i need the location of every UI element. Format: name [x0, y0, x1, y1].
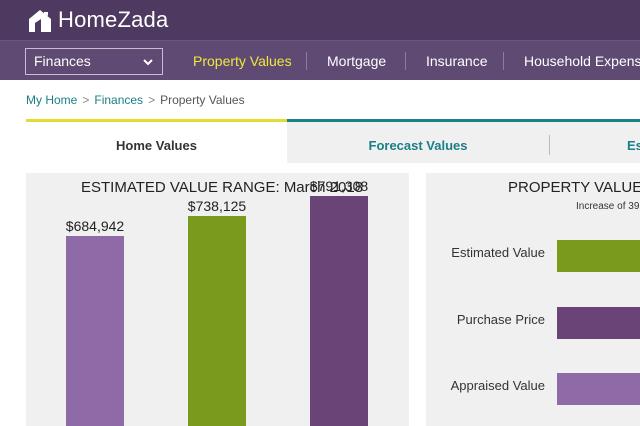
section-select-value: Finances — [34, 53, 91, 69]
top-bar: HomeZada — [0, 0, 640, 40]
row-label-estimated-value: Estimated Value — [451, 245, 545, 260]
tab-home-values[interactable]: Home Values — [26, 119, 287, 163]
breadcrumb-separator: > — [82, 93, 90, 107]
chart-title: ESTIMATED VALUE RANGE: March 2018 — [81, 179, 364, 196]
nav-item-household-expenses[interactable]: Household Expenses — [524, 53, 640, 69]
bar-high-estimate — [310, 196, 368, 426]
property-values-panel: PROPERTY VALUES Increase of 39. Estimate… — [426, 173, 640, 426]
tab-bar: Home Values Forecast Values Es — [26, 119, 640, 163]
nav-item-insurance[interactable]: Insurance — [426, 53, 488, 69]
row-label-appraised-value: Appraised Value — [450, 378, 545, 393]
breadcrumb-home[interactable]: My Home — [26, 93, 78, 107]
nav-divider — [503, 52, 504, 70]
bar-value-label: $738,125 — [187, 198, 247, 215]
bar-mid-estimate — [188, 216, 246, 426]
breadcrumb: My Home > Finances > Property Values — [26, 93, 245, 107]
chevron-down-icon — [143, 59, 153, 66]
purchase-price-bar — [557, 307, 640, 339]
bar-value-label: $684,942 — [65, 218, 125, 235]
nav-item-property-values[interactable]: Property Values — [193, 53, 292, 69]
bar-low-estimate — [66, 236, 124, 426]
tab-divider — [549, 135, 550, 155]
section-select[interactable]: Finances — [25, 48, 163, 75]
appraised-value-bar — [557, 373, 640, 405]
nav-item-mortgage[interactable]: Mortgage — [327, 53, 387, 69]
logo[interactable]: HomeZada — [26, 6, 168, 34]
tab-group: Forecast Values Es — [287, 119, 640, 163]
tab-forecast-values[interactable]: Forecast Values — [368, 138, 468, 153]
breadcrumb-current: Property Values — [160, 93, 245, 107]
house-logo-icon — [29, 10, 51, 32]
estimated-value-range-panel: ESTIMATED VALUE RANGE: March 2018 $684,9… — [26, 173, 409, 426]
main-nav: Finances Property Values Mortgage Insura… — [0, 40, 640, 80]
app-name: HomeZada — [58, 7, 169, 32]
breadcrumb-separator: > — [148, 93, 156, 107]
property-values-title: PROPERTY VALUES — [508, 179, 640, 196]
breadcrumb-section[interactable]: Finances — [94, 93, 144, 107]
bar-chart: $684,942 $738,125 $791,308 — [26, 173, 409, 426]
row-label-purchase-price: Purchase Price — [456, 312, 545, 327]
nav-divider — [306, 52, 307, 70]
bar-value-label: $791,308 — [309, 178, 369, 195]
nav-divider — [405, 52, 406, 70]
tab-estimates[interactable]: Es — [627, 138, 640, 153]
estimated-value-bar — [557, 240, 640, 272]
increase-subtitle: Increase of 39. — [576, 201, 640, 212]
